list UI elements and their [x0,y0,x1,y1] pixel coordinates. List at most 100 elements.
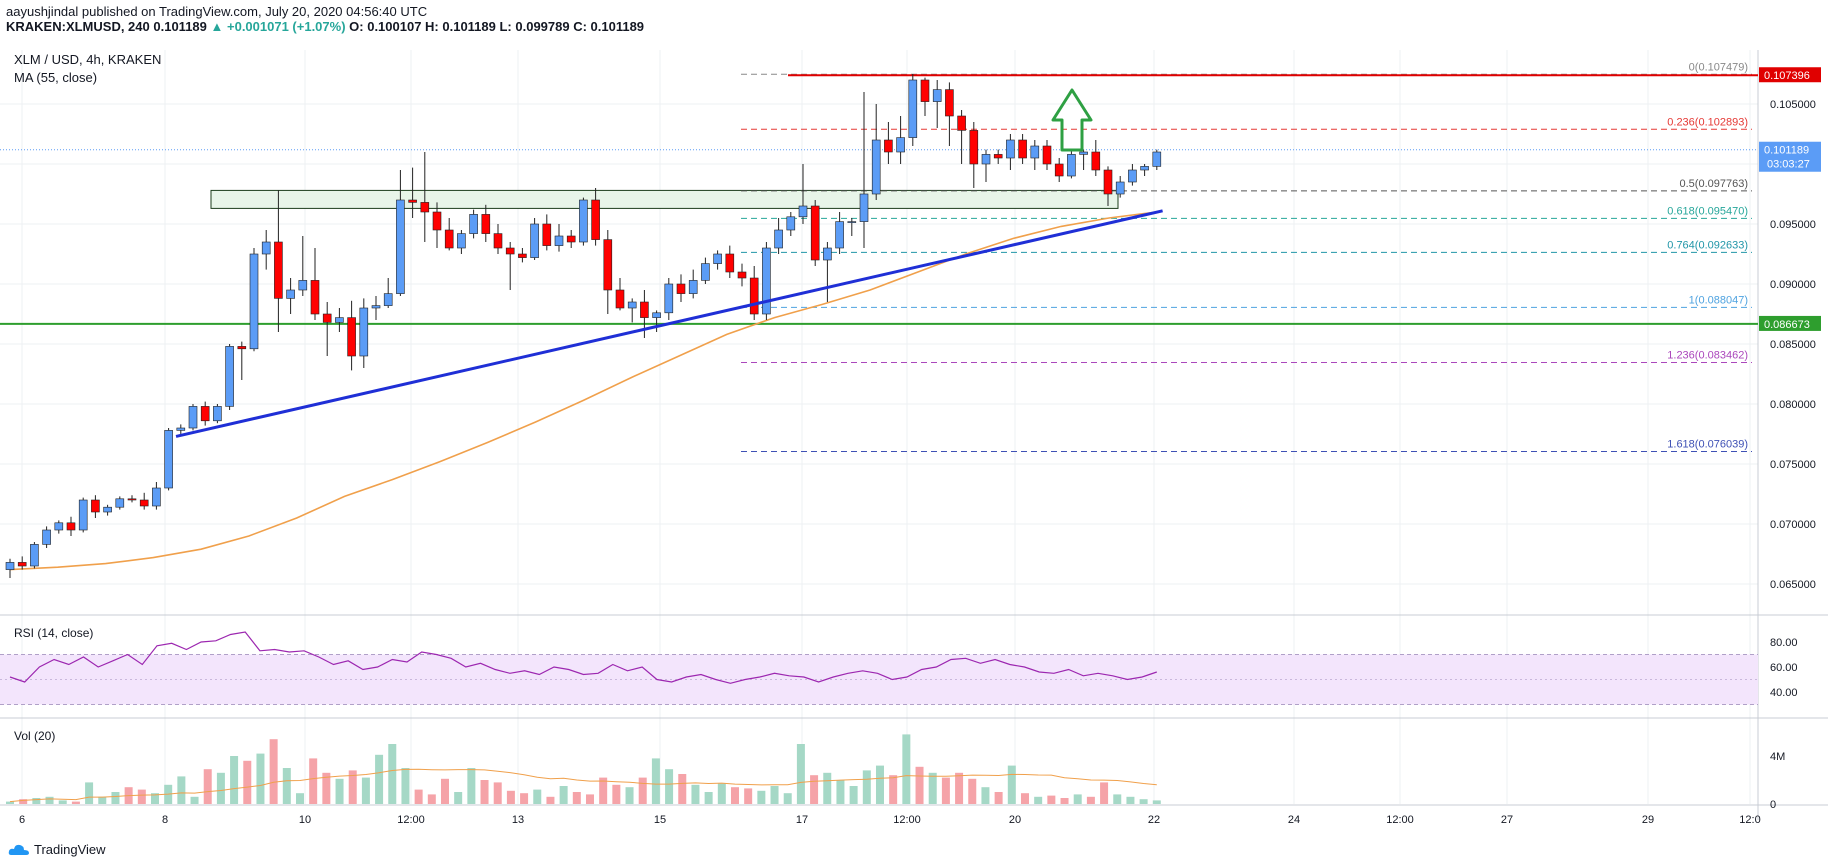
candle-body [591,199,600,240]
candle-body [225,346,234,407]
chart-header: aayushjindal published on TradingView.co… [6,4,644,34]
price-change: ▲ +0.001071 (+1.07%) [210,19,346,34]
time-tick-label: 12:00 [1386,814,1414,826]
candle-body [542,223,552,246]
candle-body [152,487,161,507]
price-tick-label: 0.105000 [1770,99,1816,111]
candle-body [298,280,308,291]
candle-body [810,205,820,261]
volume-bar [691,784,700,804]
candle-body [664,283,674,314]
countdown-label: 03:03:27 [1767,159,1810,171]
volume-bar [506,790,515,804]
candle-body [749,277,759,315]
candle-body [359,307,369,357]
volume-bar [388,744,397,804]
volume-bar [309,758,318,804]
price-axis[interactable]: 0.1050000.1000000.0950000.0900000.085000… [1759,67,1821,811]
time-tick-label: 8 [162,814,168,826]
volume-bar [994,792,1003,804]
candle-body [981,154,991,165]
candle-body [432,211,442,231]
vol-tick-label: 0 [1770,799,1776,811]
volume-bar [375,754,384,804]
volume-bar [401,768,410,804]
candle-body [1128,169,1137,183]
candle-body [798,205,808,218]
price-label-box [1759,67,1821,83]
candle-body [554,235,564,246]
candle-body [945,89,954,117]
candle-body [823,247,832,261]
candle-body [420,202,430,213]
candle-body [701,263,710,281]
candle-body [1140,166,1149,171]
time-axis[interactable]: 6 8 10 12:00 13 15 17 12:00 20 22 24 12:00 27 29 12:0 [19,814,1761,826]
candle-body [371,305,381,309]
volume-bar [744,788,753,804]
price-tick-label: 0.095000 [1770,219,1816,231]
candle-body [249,253,259,350]
time-tick-label: 6 [19,814,25,826]
candle-body [457,233,466,249]
candle-body [932,89,942,102]
candle-body [383,293,393,306]
volume-bar [6,801,14,804]
volume-bar [625,787,634,804]
volume-bar [71,801,80,804]
price-tick-label: 0.090000 [1770,279,1816,291]
volume-bar [243,760,252,804]
volume-bar [1126,796,1135,804]
candle-body [481,214,491,234]
volume-bar [1034,796,1043,804]
candle-body [676,283,686,294]
candle-body [78,499,88,531]
brand-name: TradingView [34,842,106,857]
candle-body [213,406,222,422]
moving-average [9,211,1157,571]
candle-body [1042,145,1052,165]
volume-bar [361,777,370,804]
candle-body [274,241,283,299]
tradingview-logo[interactable]: TradingView [8,842,106,857]
volume-bar [612,784,621,804]
volume-bar [757,790,766,804]
volume-bar [1139,799,1148,804]
volume-bar [941,777,950,804]
candle-body [237,346,247,350]
volume-bar [981,787,990,804]
volume-bar [1152,800,1161,804]
volume-bar [295,793,304,804]
volume-bar [1100,782,1109,804]
volume-bar [585,794,594,804]
candle-body [518,253,527,258]
volume-bar [546,796,555,804]
time-tick-label: 15 [654,814,666,826]
time-tick-label: 27 [1501,814,1513,826]
candle-body [1018,139,1027,159]
volume-bar [783,793,792,804]
volume-bar [849,786,858,804]
candle-body [896,137,905,153]
volume-bar [533,789,542,804]
main-pane-title: XLM / USD, 4h, KRAKEN [14,52,161,67]
tradingview-cloud-icon [8,844,29,855]
volume-bar [335,778,344,804]
fibonacci-levels: 0(0.107479) 0.236(0.102893) 0.5(0.097763) 0… [741,61,1752,453]
time-tick-label: 17 [796,814,808,826]
time-tick-label: 22 [1148,814,1160,826]
candle-body [91,499,100,513]
candle-body [17,562,27,567]
volume-bar [45,796,54,804]
volume-bar [467,768,476,804]
candle-body [139,499,149,507]
candle-body [261,241,271,255]
volume-bar [322,772,331,804]
fib-level-label: 0.618(0.095470) [1667,205,1748,217]
volume-bar [836,780,845,804]
volume-bar [1113,794,1122,804]
volume-bar [150,793,159,804]
candle-body [310,280,320,315]
time-tick-label: 24 [1288,814,1300,826]
